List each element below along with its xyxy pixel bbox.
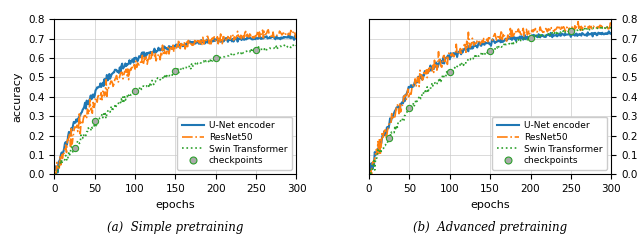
U-Net encoder	[366, 173, 374, 175]
U-Net encoder	[585, 33, 593, 36]
Swin Transformer	[196, 60, 204, 63]
ResNet50	[51, 171, 59, 174]
ResNet50	[292, 34, 300, 37]
U-Net encoder	[570, 33, 577, 36]
Swin Transformer	[367, 172, 374, 175]
Swin Transformer	[366, 167, 374, 170]
U-Net encoder	[292, 37, 300, 40]
Swin Transformer	[509, 42, 517, 45]
ResNet50	[195, 41, 203, 44]
Swin Transformer	[515, 38, 522, 41]
Swin Transformer	[368, 169, 376, 172]
ResNet50	[271, 34, 279, 37]
ResNet50	[200, 42, 207, 45]
ResNet50	[514, 30, 522, 33]
ResNet50	[574, 20, 582, 23]
ResNet50	[586, 25, 593, 28]
Legend: U-Net encoder, ResNet50, Swin Transformer, checkpoints: U-Net encoder, ResNet50, Swin Transforme…	[177, 117, 292, 170]
U-Net encoder	[285, 34, 292, 37]
ResNet50	[509, 35, 516, 38]
Line: ResNet50: ResNet50	[370, 22, 611, 174]
X-axis label: epochs: epochs	[156, 199, 195, 210]
Line: U-Net encoder: U-Net encoder	[55, 36, 296, 173]
U-Net encoder	[196, 41, 204, 44]
Line: ResNet50: ResNet50	[55, 30, 296, 174]
ResNet50	[196, 42, 204, 45]
ResNet50	[52, 173, 60, 176]
U-Net encoder	[605, 30, 612, 33]
Swin Transformer	[255, 48, 263, 51]
Swin Transformer	[289, 44, 296, 46]
Y-axis label: accuracy: accuracy	[13, 72, 22, 122]
U-Net encoder	[54, 171, 61, 174]
ResNet50	[509, 34, 517, 37]
ResNet50	[264, 28, 272, 31]
U-Net encoder	[509, 34, 516, 37]
U-Net encoder	[52, 169, 60, 172]
Swin Transformer	[570, 30, 578, 32]
Line: Swin Transformer: Swin Transformer	[55, 45, 296, 174]
U-Net encoder	[367, 164, 374, 167]
Swin Transformer	[200, 60, 207, 62]
Swin Transformer	[292, 44, 300, 47]
Swin Transformer	[607, 25, 615, 28]
X-axis label: epochs: epochs	[470, 199, 510, 210]
Swin Transformer	[51, 172, 59, 175]
ResNet50	[366, 173, 374, 176]
Line: Swin Transformer: Swin Transformer	[370, 26, 611, 174]
U-Net encoder	[514, 37, 522, 39]
Swin Transformer	[586, 28, 593, 31]
ResNet50	[255, 30, 263, 33]
ResNet50	[367, 169, 374, 172]
Swin Transformer	[598, 24, 605, 27]
U-Net encoder	[271, 37, 278, 40]
Title: (b)  Advanced pretraining: (b) Advanced pretraining	[413, 221, 567, 234]
ResNet50	[53, 161, 61, 164]
U-Net encoder	[195, 42, 203, 45]
U-Net encoder	[607, 32, 615, 35]
U-Net encoder	[200, 40, 207, 43]
U-Net encoder	[51, 165, 59, 168]
ResNet50	[570, 28, 577, 31]
Swin Transformer	[511, 41, 518, 44]
U-Net encoder	[509, 35, 517, 38]
ResNet50	[607, 23, 615, 26]
Swin Transformer	[53, 173, 61, 176]
Swin Transformer	[52, 173, 60, 176]
Title: (a)  Simple pretraining: (a) Simple pretraining	[108, 221, 244, 234]
Line: U-Net encoder: U-Net encoder	[370, 31, 611, 174]
Legend: U-Net encoder, ResNet50, Swin Transformer, checkpoints: U-Net encoder, ResNet50, Swin Transforme…	[492, 117, 607, 170]
Swin Transformer	[195, 61, 203, 64]
Swin Transformer	[271, 46, 278, 49]
U-Net encoder	[255, 35, 263, 38]
